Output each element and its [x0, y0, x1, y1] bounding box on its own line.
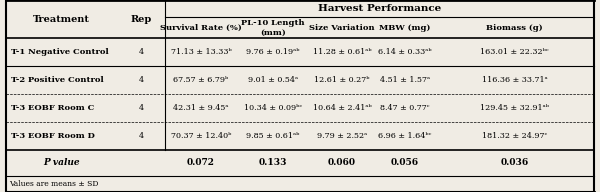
Text: 11.28 ± 0.61ᵃᵇ: 11.28 ± 0.61ᵃᵇ [313, 48, 371, 56]
Text: 4: 4 [139, 76, 143, 84]
Text: 70.37 ± 12.40ᵇ: 70.37 ± 12.40ᵇ [171, 132, 231, 140]
Text: P value: P value [43, 158, 80, 167]
Text: Harvest Performance: Harvest Performance [318, 4, 441, 13]
Text: 6.14 ± 0.33ᵃᵇ: 6.14 ± 0.33ᵃᵇ [378, 48, 432, 56]
Text: 9.85 ± 0.61ᵃᵇ: 9.85 ± 0.61ᵃᵇ [247, 132, 299, 140]
Text: 6.96 ± 1.64ᵇᶜ: 6.96 ± 1.64ᵇᶜ [379, 132, 431, 140]
Text: 181.32 ± 24.97ᶜ: 181.32 ± 24.97ᶜ [482, 132, 547, 140]
Text: 116.36 ± 33.71ᵃ: 116.36 ± 33.71ᵃ [482, 76, 547, 84]
Text: Biomass (g): Biomass (g) [486, 24, 543, 32]
Text: 71.13 ± 13.33ᵇ: 71.13 ± 13.33ᵇ [170, 48, 232, 56]
Text: PL-10 Length
(mm): PL-10 Length (mm) [241, 19, 305, 36]
Text: 4: 4 [139, 132, 143, 140]
Text: 67.57 ± 6.79ᵇ: 67.57 ± 6.79ᵇ [173, 76, 229, 84]
Text: 129.45 ± 32.91ᵃᵇ: 129.45 ± 32.91ᵃᵇ [480, 104, 549, 112]
Text: 10.34 ± 0.09ᵇᶜ: 10.34 ± 0.09ᵇᶜ [244, 104, 302, 112]
Text: MBW (mg): MBW (mg) [379, 24, 431, 32]
Text: 12.61 ± 0.27ᵇ: 12.61 ± 0.27ᵇ [314, 76, 370, 84]
Text: 10.64 ± 2.41ᵃᵇ: 10.64 ± 2.41ᵃᵇ [313, 104, 371, 112]
Text: 8.47 ± 0.77ᶜ: 8.47 ± 0.77ᶜ [380, 104, 430, 112]
Text: 42.31 ± 9.45ᵃ: 42.31 ± 9.45ᵃ [173, 104, 229, 112]
Text: T-3 EOBF Room C: T-3 EOBF Room C [11, 104, 94, 112]
Text: 9.01 ± 0.54ᵃ: 9.01 ± 0.54ᵃ [248, 76, 298, 84]
Text: 9.79 ± 2.52ᵃ: 9.79 ± 2.52ᵃ [317, 132, 367, 140]
Text: 0.036: 0.036 [500, 158, 529, 167]
Text: T-2 Positive Control: T-2 Positive Control [11, 76, 104, 84]
Text: 0.056: 0.056 [391, 158, 419, 167]
Text: 0.060: 0.060 [328, 158, 356, 167]
Text: 4: 4 [139, 48, 143, 56]
Text: T-3 EOBF Room D: T-3 EOBF Room D [11, 132, 95, 140]
Text: 4: 4 [139, 104, 143, 112]
Text: 0.133: 0.133 [259, 158, 287, 167]
Text: Values are means ± SD: Values are means ± SD [9, 180, 98, 188]
Text: 4.51 ± 1.57ᵃ: 4.51 ± 1.57ᵃ [380, 76, 430, 84]
Text: T-1 Negative Control: T-1 Negative Control [11, 48, 109, 56]
Text: Treatment: Treatment [33, 15, 90, 24]
Text: 163.01 ± 22.32ᵇᶜ: 163.01 ± 22.32ᵇᶜ [480, 48, 549, 56]
Text: Rep: Rep [130, 15, 152, 24]
Text: 0.072: 0.072 [187, 158, 215, 167]
Text: Size Variation: Size Variation [309, 24, 375, 32]
Text: 9.76 ± 0.19ᵃᵇ: 9.76 ± 0.19ᵃᵇ [246, 48, 300, 56]
Text: Survival Rate (%): Survival Rate (%) [160, 24, 242, 32]
